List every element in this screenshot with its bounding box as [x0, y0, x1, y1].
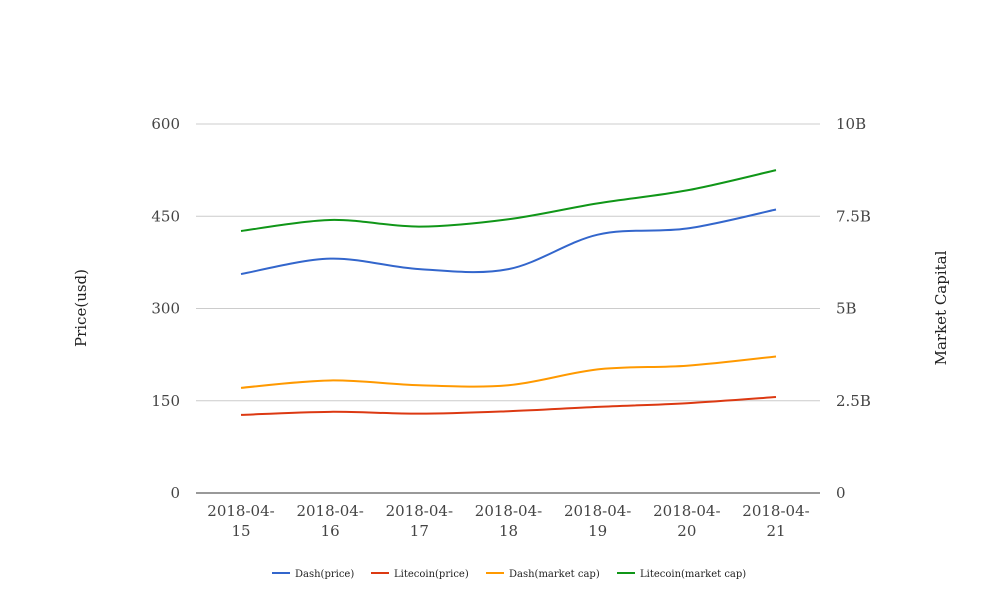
x-tick-label: 2018-04-	[742, 502, 809, 520]
y-axis-title: Price(usd)	[72, 269, 90, 347]
y2-tick-label: 2.5B	[836, 392, 871, 410]
y-tick-label: 0	[170, 484, 180, 502]
x-tick-label: 2018-04-	[564, 502, 631, 520]
series-line	[240, 396, 777, 416]
x-tick-label: 17	[410, 522, 429, 540]
x-tick-label: 16	[321, 522, 340, 540]
x-tick-label: 2018-04-	[653, 502, 720, 520]
y-tick-label: 150	[151, 392, 180, 410]
gridlines	[196, 123, 820, 494]
x-tick-label: 2018-04-	[207, 502, 274, 520]
x-tick-label: 2018-04-	[475, 502, 542, 520]
series-line	[240, 355, 777, 389]
y-tick-label: 600	[151, 115, 180, 133]
y2-tick-label: 10B	[836, 115, 866, 133]
x-tick-label: 20	[677, 522, 696, 540]
x-tick-label: 15	[231, 522, 250, 540]
y-tick-label: 450	[151, 207, 180, 225]
legend-label: Litecoin(price)	[394, 569, 469, 580]
y-tick-label: 300	[151, 300, 180, 318]
series-line	[240, 208, 777, 276]
y2-tick-label: 5B	[836, 300, 857, 318]
legend-label: Litecoin(market cap)	[640, 569, 746, 580]
x-tick-label: 19	[588, 522, 607, 540]
series-lines	[240, 169, 777, 416]
x-tick-label: 2018-04-	[386, 502, 453, 520]
legend-label: Dash(price)	[295, 569, 354, 580]
x-tick-label: 21	[766, 522, 785, 540]
x-tick-label: 2018-04-	[296, 502, 363, 520]
legend-label: Dash(market cap)	[509, 569, 600, 580]
legend: Dash(price) Litecoin(price) Dash(market ca…	[272, 569, 746, 580]
y2-axis-title: Market Capital	[932, 250, 950, 365]
series-line	[240, 169, 777, 233]
y2-tick-label: 0	[836, 484, 846, 502]
y2-tick-label: 7.5B	[836, 207, 871, 225]
x-tick-label: 18	[499, 522, 518, 540]
